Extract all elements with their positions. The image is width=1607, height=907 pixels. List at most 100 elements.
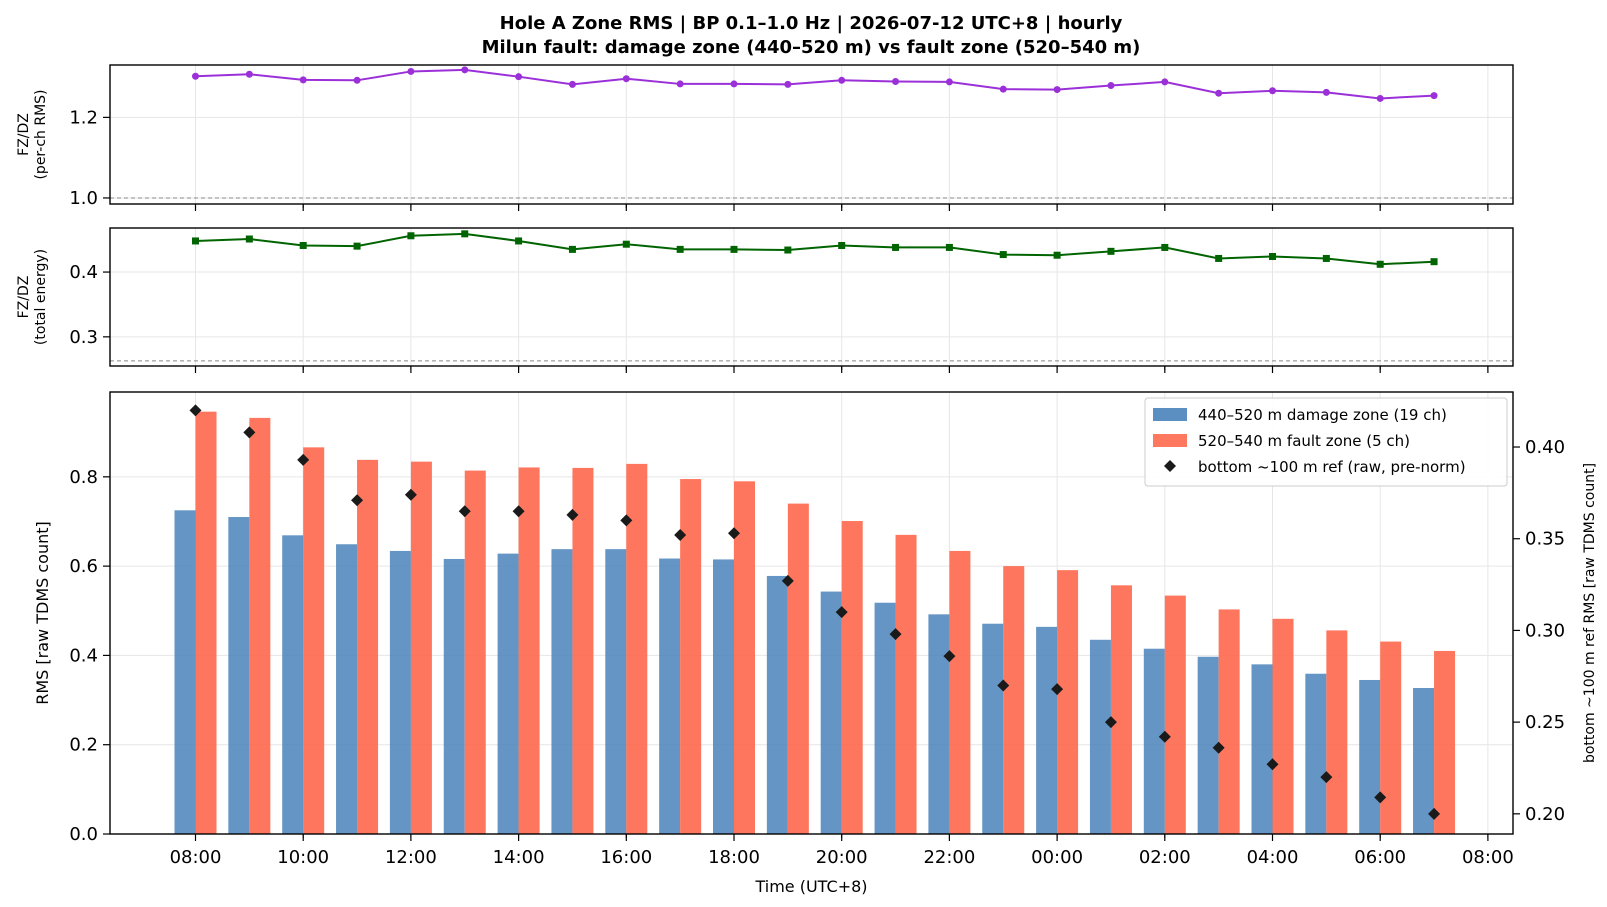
reference-point xyxy=(566,508,579,521)
fault-zone-bar xyxy=(572,467,594,834)
ratio-point xyxy=(353,76,361,84)
ratio-point xyxy=(730,245,738,253)
ratio-point xyxy=(568,80,576,88)
ratio-point xyxy=(892,243,900,251)
ratio-point xyxy=(1053,251,1061,259)
reference-point xyxy=(1104,716,1117,729)
y2tick-label: 0.40 xyxy=(1525,437,1565,458)
fault-zone-bar xyxy=(1326,630,1348,834)
damage-zone-bar xyxy=(928,614,950,834)
ratio-point xyxy=(1053,86,1061,94)
ratio-point xyxy=(353,242,361,250)
fault-zone-bar xyxy=(1003,566,1025,834)
xtick-label: 02:00 xyxy=(1139,847,1191,868)
legend-swatch xyxy=(1164,460,1176,472)
fault-zone-bar xyxy=(464,470,486,834)
reference-point xyxy=(728,527,740,540)
ratio-point xyxy=(515,73,523,81)
ytick-label: 0.4 xyxy=(69,262,98,283)
ytick-label: 0.0 xyxy=(69,824,98,845)
ratio-point xyxy=(730,80,738,88)
ratio-point xyxy=(568,245,576,253)
reference-point xyxy=(1374,791,1387,804)
legend-box xyxy=(1144,397,1508,487)
ratio-point xyxy=(1161,243,1169,251)
ratio-point xyxy=(461,66,469,74)
fault-zone-bar xyxy=(1434,650,1456,834)
reference-point xyxy=(1212,741,1225,754)
damage-zone-bar xyxy=(1305,673,1327,834)
fault-zone-bar xyxy=(1057,570,1079,834)
reference-point xyxy=(243,426,256,439)
damage-zone-bar xyxy=(605,549,627,834)
ratio-point xyxy=(945,78,953,86)
ratio-point xyxy=(1269,253,1276,261)
damage-zone-bar xyxy=(713,559,734,834)
reference-point xyxy=(1320,771,1333,784)
damage-zone-bar xyxy=(766,575,788,834)
chart-title: Hole A Zone RMS | BP 0.1–1.0 Hz | 2026-0… xyxy=(500,13,1123,34)
ytick-label: 1.2 xyxy=(69,107,98,128)
fault-zone-bar xyxy=(1218,609,1240,834)
y2tick-label: 0.35 xyxy=(1525,529,1565,550)
ratio-point xyxy=(622,75,630,83)
ytick-label: 0.2 xyxy=(69,735,98,756)
xtick-label: 10:00 xyxy=(277,847,329,868)
ratio-point xyxy=(1322,254,1330,262)
ratio-point xyxy=(999,85,1007,93)
damage-zone-bar xyxy=(1359,679,1381,834)
legend-swatch xyxy=(1153,408,1187,421)
damage-zone-bar xyxy=(1143,648,1165,834)
reference-point xyxy=(781,574,794,587)
ratio-point xyxy=(299,76,307,84)
ytick-label: 0.6 xyxy=(69,556,98,577)
damage-zone-bar xyxy=(1036,626,1058,834)
damage-zone-bar xyxy=(1251,664,1273,834)
xtick-label: 14:00 xyxy=(493,847,545,868)
ratio-point xyxy=(245,235,253,243)
ratio-point xyxy=(784,246,792,254)
damage-zone-bar xyxy=(1197,656,1219,834)
ratio-point xyxy=(1376,260,1384,268)
reference-point xyxy=(512,505,525,518)
reference-point xyxy=(620,514,633,527)
damage-zone-bar xyxy=(551,549,573,834)
y-axis-label: FZ/DZ xyxy=(16,113,32,156)
fault-zone-bar xyxy=(949,550,971,834)
damage-zone-bar xyxy=(659,558,681,834)
fault-zone-bar xyxy=(841,521,863,834)
reference-point xyxy=(297,453,310,466)
y2tick-label: 0.25 xyxy=(1525,712,1565,733)
y2-axis-label: bottom ~100 m ref RMS [raw TDMS count] xyxy=(1582,463,1598,763)
legend-label: 440–520 m damage zone (19 ch) xyxy=(1198,406,1447,424)
ratio-point xyxy=(192,72,199,80)
ratio-point xyxy=(838,241,846,249)
reference-point xyxy=(943,650,956,663)
xtick-label: 22:00 xyxy=(923,847,975,868)
ratio-point xyxy=(1215,89,1223,97)
chart-legend: 440–520 m damage zone (19 ch) 520–540 m f… xyxy=(1144,397,1508,487)
panel0-frame xyxy=(109,64,1514,205)
fault-zone-bar xyxy=(410,461,432,834)
ratio-point xyxy=(838,76,846,84)
ratio-point xyxy=(461,230,469,238)
ratio-series-line xyxy=(195,232,1435,266)
ratio-series-line xyxy=(195,68,1435,100)
ratio-point xyxy=(192,237,199,245)
legend-swatch xyxy=(1153,434,1187,447)
xtick-label: 08:00 xyxy=(170,847,222,868)
legend-label: 520–540 m fault zone (5 ch) xyxy=(1198,432,1410,450)
ratio-point xyxy=(1107,247,1115,255)
ratio-point xyxy=(784,80,792,88)
xtick-label: 18:00 xyxy=(708,847,760,868)
ratio-point xyxy=(1161,78,1169,86)
ytick-label: 1.0 xyxy=(69,188,98,209)
ratio-point xyxy=(892,78,900,86)
fault-zone-bar xyxy=(1380,641,1402,834)
damage-zone-bar xyxy=(874,602,896,834)
chart-subtitle: Milun fault: damage zone (440–520 m) vs … xyxy=(482,37,1141,58)
ratio-point xyxy=(1269,87,1276,95)
ratio-point xyxy=(945,243,953,251)
ratio-point xyxy=(676,245,684,253)
